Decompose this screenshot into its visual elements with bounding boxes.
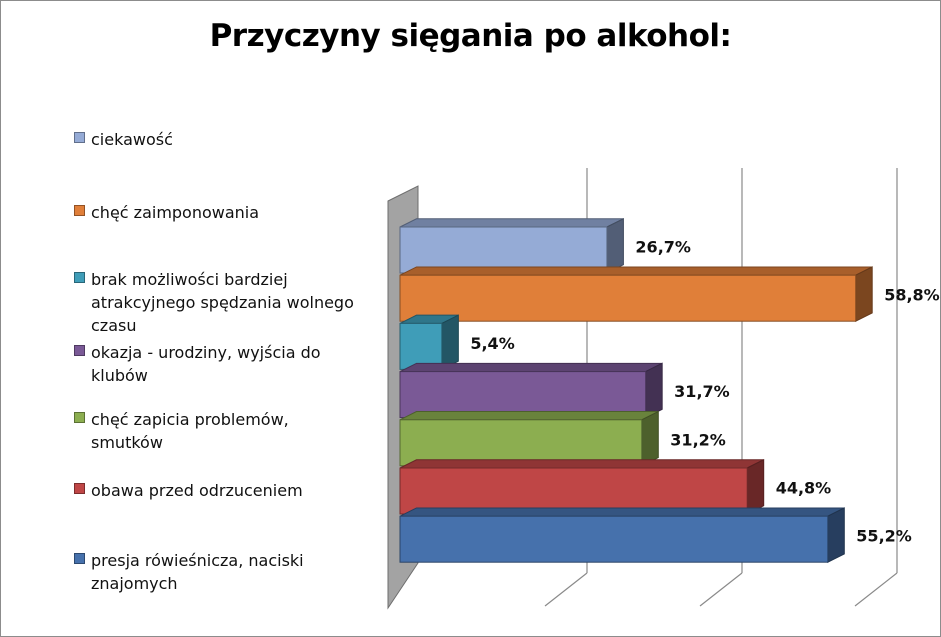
data-label-4: 31,7%	[674, 382, 730, 401]
gridline	[854, 572, 898, 607]
bar-side-2	[855, 266, 873, 323]
legend-swatch	[74, 345, 85, 356]
bar-6	[399, 467, 748, 515]
bar-4	[399, 371, 647, 419]
bar-5	[399, 419, 643, 467]
legend-label: chęć zapicia problemów, smutków	[91, 410, 289, 452]
legend-label: obawa przed odrzuceniem	[91, 481, 303, 500]
bar-top-4	[399, 362, 663, 373]
legend-label: ciekawość	[91, 130, 173, 149]
bar-side-1	[606, 217, 624, 274]
legend-swatch	[74, 412, 85, 423]
legend-label: okazja - urodziny, wyjścia do klubów	[91, 343, 321, 385]
legend-swatch	[74, 205, 85, 216]
bar-side-4	[645, 362, 663, 419]
data-label-5: 31,2%	[670, 430, 726, 449]
data-label-3: 5,4%	[470, 334, 514, 353]
bar-top-6	[399, 459, 764, 469]
bar-top-2	[399, 266, 873, 276]
bar-side-7	[827, 507, 845, 564]
legend-label: brak możliwości bardziej atrakcyjnego sp…	[91, 270, 354, 335]
legend-swatch	[74, 553, 85, 564]
bar-side-3	[441, 314, 459, 371]
gridline	[544, 572, 588, 607]
legend-swatch	[74, 272, 85, 283]
legend-label: chęć zaimponowania	[91, 203, 260, 222]
bar-7	[399, 515, 829, 563]
chart-title: Przyczyny sięgania po alkohol:	[209, 18, 732, 54]
legend-swatch	[74, 132, 85, 143]
data-label-6: 44,8%	[776, 479, 832, 498]
gridline	[699, 572, 743, 607]
bar-side-6	[746, 458, 765, 515]
legend-label: presja rówieśnicza, naciski znajomych	[91, 551, 304, 593]
bar-top-5	[399, 411, 659, 421]
bar-3	[399, 322, 443, 370]
legend-swatch	[74, 483, 85, 494]
bar-top-1	[399, 218, 624, 228]
data-label-7: 55,2%	[856, 527, 912, 546]
bar-side-5	[641, 410, 659, 467]
data-label-1: 26,7%	[635, 238, 691, 257]
bar-2	[399, 274, 857, 322]
bar-top-7	[399, 507, 845, 517]
bar-1	[399, 226, 608, 274]
data-label-2: 58,8%	[884, 286, 940, 305]
